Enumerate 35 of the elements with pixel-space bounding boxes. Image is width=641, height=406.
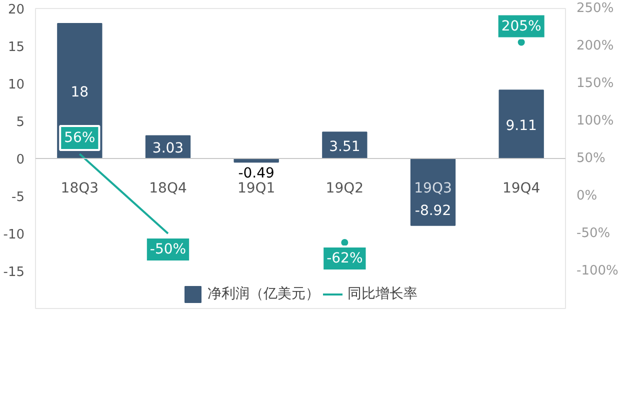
y-tick-label: 10 xyxy=(8,78,25,92)
y2-tick-label: 150% xyxy=(576,76,614,91)
x-tick-label: 18Q3 xyxy=(60,180,99,196)
data-label: 56% xyxy=(64,130,96,146)
y2-tick-label: 250% xyxy=(576,1,614,16)
x-tick-label: 19Q1 xyxy=(237,180,276,196)
y2-tick-label: -50% xyxy=(576,226,610,241)
x-tick-label: 19Q4 xyxy=(502,180,540,196)
y-tick-label: -5 xyxy=(12,190,25,205)
y-tick-label: 15 xyxy=(8,40,25,55)
legend-label: 净利润（亿美元） xyxy=(208,285,320,303)
x-tick-label: 19Q3 xyxy=(414,180,452,196)
bar xyxy=(498,90,544,159)
data-label: -0.49 xyxy=(238,166,274,182)
data-label: 3.03 xyxy=(152,140,184,157)
y-tick-label: -10 xyxy=(3,228,24,242)
data-label: 3.51 xyxy=(329,138,360,155)
y2-tick-label: 100% xyxy=(576,114,614,128)
data-label: -62% xyxy=(326,250,363,266)
y2-tick-label: 200% xyxy=(576,38,614,54)
y2-tick-label: -100% xyxy=(576,264,618,278)
x-tick-label: 19Q2 xyxy=(326,180,364,196)
y-tick-label: 5 xyxy=(16,115,25,130)
y-tick-label: 0 xyxy=(16,152,25,168)
y2-tick-label: 0% xyxy=(576,188,598,204)
y-tick-label: -15 xyxy=(3,265,24,280)
x-tick-label: 18Q4 xyxy=(149,180,187,196)
legend-label: 同比增长率 xyxy=(348,285,418,303)
data-label: -50% xyxy=(150,242,186,258)
data-label: 205% xyxy=(501,18,542,34)
data-label: 9.11 xyxy=(506,118,537,134)
y2-tick-label: 50% xyxy=(576,151,606,166)
y-tick-label: 20 xyxy=(8,2,25,18)
data-label: -8.92 xyxy=(414,202,452,219)
data-label: 18 xyxy=(70,84,89,100)
